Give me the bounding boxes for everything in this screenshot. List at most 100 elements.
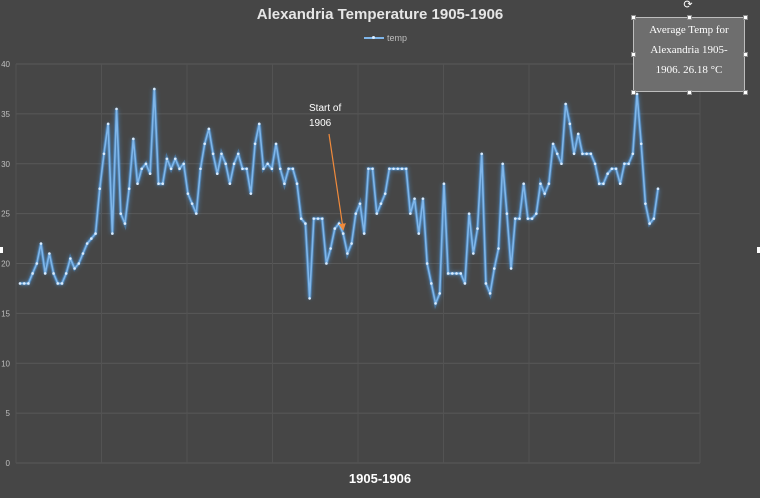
data-point [631, 152, 635, 156]
data-point [291, 167, 295, 171]
resize-handle-bottom-left[interactable] [631, 90, 636, 95]
data-point [333, 227, 337, 230]
data-point [488, 292, 492, 295]
data-point [123, 222, 127, 225]
resize-handle-top-right[interactable] [743, 15, 748, 20]
data-point [60, 282, 64, 285]
annotation-arrow [328, 133, 346, 231]
data-point [555, 152, 559, 156]
data-point [312, 217, 316, 220]
average-temp-textbox[interactable]: Average Temp for Alexandria 1905- 1906. … [633, 17, 745, 92]
data-point [161, 182, 165, 185]
y-tick-label: 5 [6, 409, 11, 418]
data-point [409, 212, 412, 215]
data-point [597, 182, 601, 185]
data-point [350, 242, 353, 245]
data-point [497, 247, 500, 250]
data-point [81, 252, 85, 255]
data-point [236, 152, 240, 156]
data-point [299, 217, 303, 220]
y-tick-label: 15 [1, 309, 10, 318]
chart-area-right-handle[interactable] [757, 247, 760, 253]
data-point [241, 167, 244, 171]
data-point [518, 217, 521, 220]
data-point [362, 232, 366, 235]
data-point [379, 202, 383, 205]
gridlines [15, 63, 701, 464]
data-point [211, 152, 215, 156]
data-point [56, 282, 60, 285]
data-point [194, 212, 198, 215]
data-point [472, 252, 475, 255]
data-point [245, 167, 248, 171]
y-tick-label: 0 [6, 459, 11, 468]
data-point [614, 167, 618, 171]
data-point [606, 172, 609, 176]
resize-handle-right[interactable] [743, 52, 748, 57]
data-point [224, 162, 227, 166]
data-point [169, 167, 173, 171]
data-point [564, 102, 567, 106]
data-point [484, 282, 488, 285]
legend[interactable]: temp [364, 32, 407, 44]
data-point [371, 167, 374, 171]
data-point [136, 182, 139, 185]
data-point [266, 162, 269, 166]
data-point [18, 282, 22, 285]
data-point [262, 167, 265, 171]
data-point [602, 182, 605, 185]
data-point [547, 182, 551, 185]
textbox-line-2: Alexandria 1905- [650, 44, 728, 56]
data-point [417, 232, 421, 235]
data-point [392, 167, 395, 171]
y-axis: 0 5 10 15 20 25 30 35 40 [1, 60, 10, 468]
resize-handle-left[interactable] [631, 52, 636, 57]
data-point [111, 232, 114, 235]
data-point [85, 242, 89, 245]
data-point [346, 252, 349, 255]
data-point [493, 267, 496, 270]
data-point [618, 182, 622, 185]
y-tick-label: 25 [1, 210, 10, 219]
data-point [467, 212, 471, 215]
y-tick-label: 10 [1, 359, 10, 368]
data-point [73, 267, 76, 270]
data-point [341, 232, 345, 235]
data-point [560, 162, 563, 166]
data-point [652, 217, 656, 220]
data-point [35, 262, 39, 265]
data-point [610, 167, 614, 171]
resize-handle-top-left[interactable] [631, 15, 636, 20]
data-point [463, 282, 467, 285]
data-point [316, 217, 320, 220]
data-point [94, 232, 97, 235]
resize-handle-top[interactable] [687, 15, 692, 20]
data-point [425, 262, 429, 265]
data-point [572, 152, 576, 156]
data-point [451, 272, 454, 275]
data-point [476, 227, 479, 230]
data-point [442, 182, 446, 185]
data-point [102, 152, 106, 156]
resize-handle-bottom-right[interactable] [743, 90, 748, 95]
data-point [576, 132, 580, 136]
data-point [165, 157, 169, 161]
data-point [115, 107, 118, 111]
data-point [77, 262, 81, 265]
data-point [98, 187, 102, 190]
data-point [396, 167, 400, 171]
data-point [39, 242, 43, 245]
chart-area-left-handle[interactable] [0, 247, 3, 253]
data-point [367, 167, 370, 171]
data-point [295, 182, 299, 185]
data-point [358, 202, 362, 205]
rotate-icon[interactable]: ⟳ [683, 0, 693, 11]
data-point [90, 237, 93, 240]
data-point [627, 162, 630, 166]
data-point [106, 122, 110, 126]
data-point [22, 282, 26, 285]
data-point [182, 162, 185, 166]
data-point [186, 192, 190, 195]
resize-handle-bottom[interactable] [687, 90, 692, 95]
